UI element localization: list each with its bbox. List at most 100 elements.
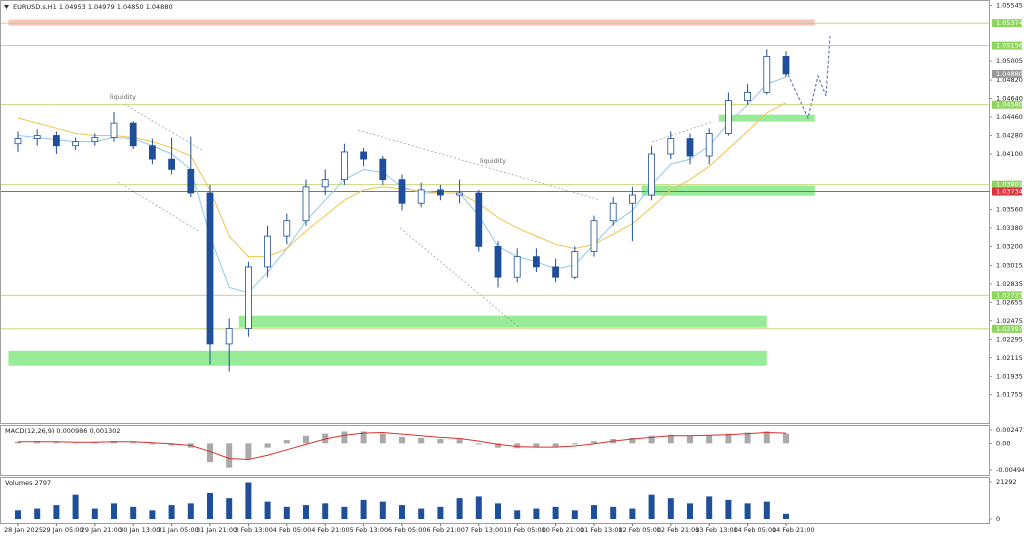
- volume-bar: [168, 505, 175, 519]
- x-tick-label: 29 Jan 21:00: [81, 526, 122, 534]
- candle-body: [110, 122, 118, 138]
- level-label-box: [992, 100, 1022, 109]
- macd-bar: [111, 441, 117, 444]
- macd-bar: [591, 441, 597, 444]
- x-tick-label: 12 Feb 21:00: [657, 526, 700, 534]
- volume-bar: [610, 506, 617, 519]
- volume-bar: [207, 492, 213, 519]
- candle-body: [398, 179, 406, 204]
- x-tick-label: 10 Feb 21:00: [542, 526, 585, 534]
- volume-bar: [53, 505, 60, 519]
- candle-body: [168, 158, 176, 170]
- volume-bar: [475, 496, 482, 519]
- volume-bar: [495, 503, 501, 519]
- candle-body: [340, 151, 348, 181]
- level-label: 1.03801: [996, 181, 1023, 189]
- candle-body: [744, 91, 751, 101]
- x-tick-label: 13 Feb 13:00: [695, 526, 738, 534]
- candle-body: [456, 192, 464, 196]
- level-label-box: [992, 291, 1022, 300]
- volume-bar: [533, 508, 540, 519]
- macd-bar: [533, 443, 540, 448]
- candle-body: [648, 153, 655, 196]
- candle-body: [417, 189, 425, 204]
- candle-body: [436, 189, 444, 196]
- candle-body: [302, 186, 310, 222]
- macd-bar: [226, 443, 233, 468]
- volume-bar: [111, 503, 117, 519]
- candle-body: [264, 235, 272, 268]
- candle-body: [53, 135, 60, 147]
- volume-bar: [130, 506, 137, 519]
- x-tick-label: 3 Feb 13:00: [234, 526, 273, 534]
- volume-bar: [226, 498, 233, 519]
- projection-path: [785, 35, 831, 120]
- candle-body: [148, 145, 156, 160]
- candle-body: [244, 266, 252, 329]
- volume-bar: [341, 506, 348, 519]
- x-tick-label: 14 Feb 05:00: [734, 526, 777, 534]
- level-label-box: [992, 324, 1022, 333]
- macd-bar: [725, 433, 732, 444]
- volume-bar: [72, 494, 79, 519]
- annotation: liquidity: [480, 157, 506, 165]
- y-tick-label: 1.01935: [996, 372, 1023, 380]
- macd-bar: [399, 436, 405, 444]
- macd-bar: [495, 443, 501, 448]
- volume-bar: [360, 499, 367, 519]
- macd-bar: [360, 431, 367, 444]
- trend-line: [357, 129, 601, 201]
- menu-arrow[interactable]: [4, 5, 9, 9]
- volume-bar: [744, 503, 751, 519]
- level-label: 1.04580: [996, 101, 1023, 109]
- x-tick-label: 5 Feb 13:00: [350, 526, 389, 534]
- candle-body: [763, 56, 771, 93]
- volume-bar: [91, 508, 98, 519]
- candle-body: [321, 179, 329, 188]
- y-tick-label: 1.03200: [996, 242, 1023, 250]
- level-label-box: [992, 180, 1022, 189]
- volume-bar: [552, 506, 559, 519]
- volume-bar: [283, 506, 290, 519]
- x-tick-label: 6 Feb 21:00: [426, 526, 465, 534]
- x-tick-label: 30 Jan 13:00: [119, 526, 160, 534]
- volume-bar: [437, 506, 444, 519]
- y-tick-label: 1.02835: [996, 280, 1023, 288]
- macd-bar: [648, 435, 655, 444]
- zone: [8, 350, 767, 366]
- macd-bar: [168, 443, 175, 446]
- candle-body: [686, 138, 694, 157]
- macd-bar: [91, 442, 98, 444]
- level-label: 1.02723: [996, 291, 1023, 299]
- macd-bar: [571, 443, 578, 445]
- macd-bar: [552, 443, 559, 447]
- volume-bar: [514, 510, 521, 519]
- macd-bar: [283, 440, 290, 444]
- volume-bar: [399, 505, 405, 519]
- trend-line: [117, 181, 201, 233]
- macd-bar: [130, 442, 137, 444]
- macd-bar: [763, 431, 770, 444]
- macd-bar: [475, 443, 482, 445]
- volume-bar: [706, 496, 713, 519]
- candle-body: [571, 251, 579, 278]
- candle-body: [14, 138, 22, 145]
- y-tick-label: 0.002471: [996, 426, 1024, 434]
- macd-bar: [706, 435, 713, 444]
- volume-bar: [591, 505, 597, 519]
- candle-body: [187, 168, 195, 194]
- volume-bar: [418, 508, 425, 519]
- level-label: 1.05374: [996, 19, 1023, 27]
- trend-line: [651, 121, 713, 143]
- annotation: liquidity: [110, 93, 136, 101]
- volume-bar: [687, 503, 693, 519]
- candle-body: [590, 220, 598, 252]
- macd-pane: [0, 425, 990, 476]
- y-tick-label: 1.04280: [996, 131, 1023, 139]
- y-tick-label: 1.04820: [996, 76, 1023, 84]
- volume-bar: [725, 499, 732, 519]
- macd-bar: [207, 443, 213, 463]
- trend-line: [123, 103, 203, 151]
- x-tick-label: 28 Jan 2025: [4, 526, 43, 534]
- candle-body: [782, 56, 790, 75]
